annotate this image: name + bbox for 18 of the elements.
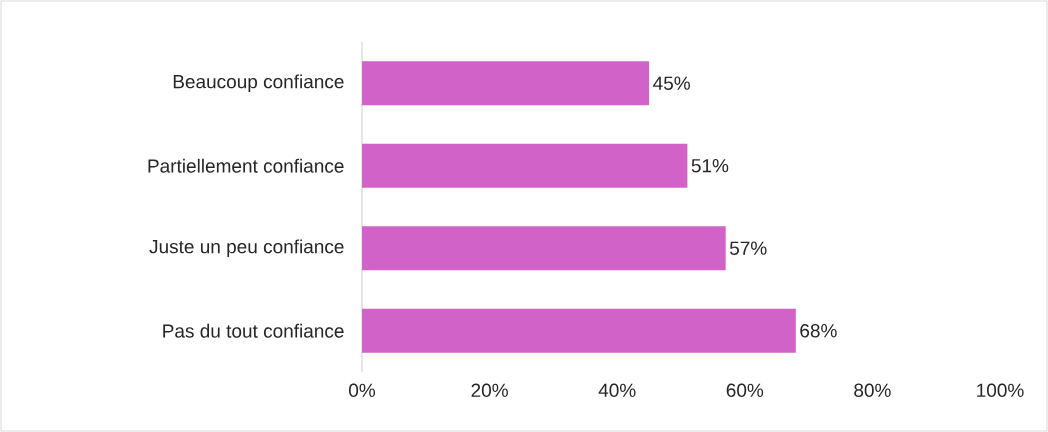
x-tick-label: 80% xyxy=(854,383,891,397)
y-tick-label: Partiellement confiance xyxy=(148,158,344,173)
bar xyxy=(362,308,796,353)
data-label: 51% xyxy=(691,159,729,173)
data-label: 57% xyxy=(729,241,767,255)
bar xyxy=(362,226,726,271)
x-tick-label: 60% xyxy=(726,383,764,397)
y-tick-label: Beaucoup confiance xyxy=(173,74,344,93)
x-tick-label: 0% xyxy=(349,383,376,397)
x-tick-label: 100% xyxy=(977,383,1024,397)
data-label: 45% xyxy=(653,76,690,90)
x-tick-label: 40% xyxy=(598,383,636,397)
y-tick-label: Juste un peu confiance xyxy=(149,239,344,258)
bar xyxy=(362,143,688,188)
bar xyxy=(362,61,650,106)
x-tick-label: 20% xyxy=(471,383,508,397)
y-tick-label: Pas du tout confiance xyxy=(163,323,344,338)
data-label: 68% xyxy=(800,324,837,338)
